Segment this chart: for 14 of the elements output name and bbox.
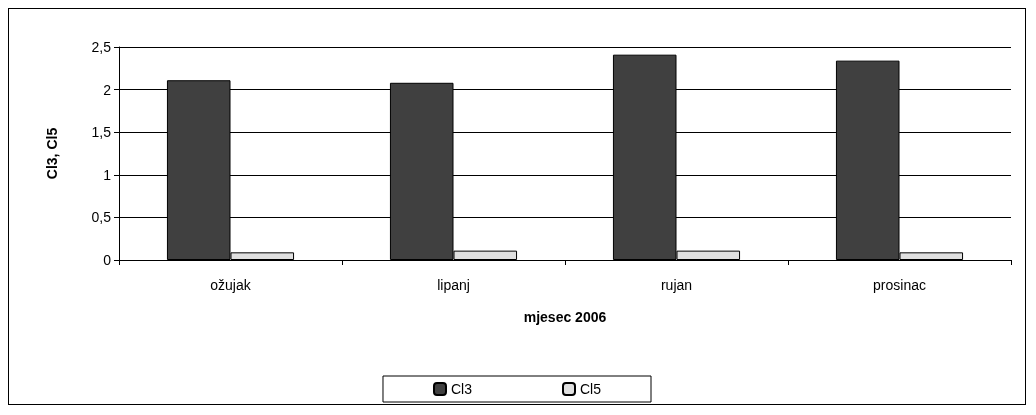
x-tick-label: ožujak [210, 277, 252, 293]
x-tick-label: lipanj [437, 277, 470, 293]
legend-label: Cl3 [450, 381, 473, 397]
y-tick-label: 1 [103, 166, 112, 183]
y-tick-label: 0 [103, 252, 112, 268]
x-tick-label: prosinac [873, 277, 926, 293]
legend-label: Cl5 [580, 381, 602, 397]
x-axis-title: mjesec 2006 [523, 309, 607, 325]
y-tick-label: 2,5 [91, 39, 112, 55]
y-tick-label: 0,5 [91, 209, 112, 226]
y-axis-title: Cl3, Cl5 [44, 127, 60, 180]
x-tick-label: rujan [660, 277, 693, 293]
y-tick-label: 1,5 [91, 124, 112, 141]
y-tick-label: 2 [103, 81, 112, 98]
